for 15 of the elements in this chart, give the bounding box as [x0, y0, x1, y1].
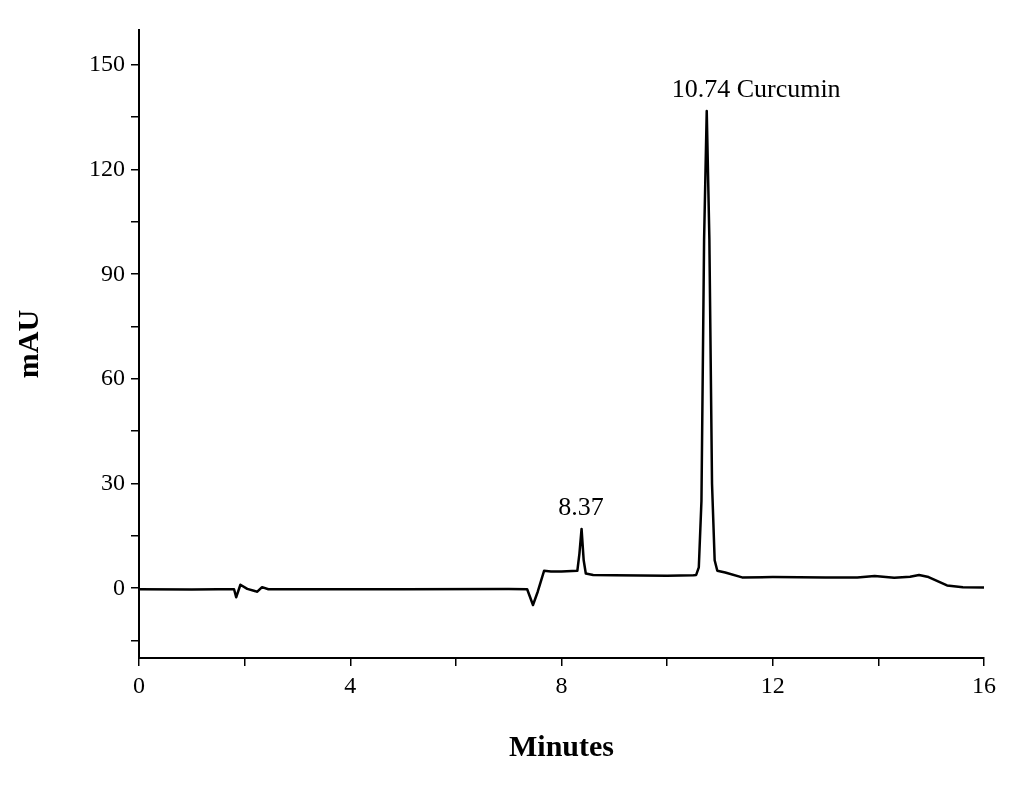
annotation: 10.74 Curcumin: [671, 73, 841, 103]
y-axis-title: mAU: [10, 309, 44, 379]
x-tick-label: 16: [972, 671, 996, 698]
x-tick-label: 8: [555, 671, 568, 698]
x-axis-title: Minutes: [509, 728, 614, 762]
y-tick-label: 150: [89, 50, 125, 77]
x-tick-label: 4: [344, 671, 357, 698]
y-tick-label: 90: [101, 259, 125, 286]
y-tick-label: 60: [101, 364, 125, 391]
x-tick-label: 12: [760, 671, 785, 698]
y-tick-label: 30: [101, 468, 125, 495]
annotation: 8.37: [558, 491, 604, 521]
x-tick-label: 0: [133, 671, 145, 698]
y-tick-label: 120: [89, 154, 125, 181]
y-tick-label: 0: [113, 573, 125, 600]
